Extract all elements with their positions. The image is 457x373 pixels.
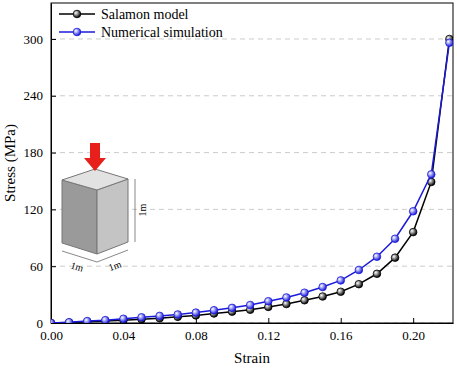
legend: Salamon model Numerical simulation bbox=[59, 7, 223, 40]
marker bbox=[319, 293, 327, 301]
marker bbox=[409, 207, 417, 215]
marker bbox=[138, 314, 146, 322]
marker bbox=[228, 304, 236, 312]
marker bbox=[283, 294, 291, 302]
tick-label: 0.20 bbox=[402, 328, 425, 343]
tick: 0.00 bbox=[40, 318, 63, 343]
tick-label: 0.16 bbox=[330, 328, 353, 343]
marker bbox=[446, 39, 453, 47]
grid-line bbox=[51, 95, 453, 96]
series bbox=[51, 39, 453, 323]
load-arrow bbox=[84, 143, 106, 171]
marker bbox=[391, 235, 399, 243]
marker bbox=[373, 253, 381, 261]
marker bbox=[174, 311, 182, 319]
marker bbox=[83, 318, 91, 323]
dimension-line bbox=[135, 179, 136, 242]
legend-item: Numerical simulation bbox=[59, 25, 223, 40]
tick-label: 0 bbox=[37, 316, 44, 331]
annotation: 1m bbox=[107, 258, 123, 273]
tick: 60 bbox=[30, 259, 56, 274]
marker bbox=[65, 319, 73, 323]
marker bbox=[264, 297, 272, 305]
marker bbox=[51, 319, 55, 323]
tick-mark bbox=[51, 266, 56, 267]
legend-marker bbox=[73, 10, 81, 18]
tick-mark bbox=[51, 209, 56, 210]
chart: 0.00 0.04 0.08 0.12 0.16 0.20 0 60 120 180 240 300 S… bbox=[0, 0, 457, 373]
marker bbox=[210, 306, 218, 314]
inset-cube: 1m 1m 1m bbox=[62, 143, 148, 274]
tick-label: 0.04 bbox=[113, 328, 136, 343]
tick-label: 60 bbox=[30, 259, 43, 274]
tick: 0.20 bbox=[402, 318, 425, 343]
marker bbox=[337, 288, 345, 296]
marker bbox=[337, 277, 345, 285]
annotation: 1m bbox=[69, 260, 85, 274]
legend-item: Salamon model bbox=[59, 7, 189, 22]
tick-label: 0.00 bbox=[40, 328, 63, 343]
marker bbox=[427, 171, 435, 179]
tick-label: 180 bbox=[24, 145, 44, 160]
marker bbox=[246, 301, 254, 309]
tick-mark bbox=[51, 96, 56, 97]
legend-label: Salamon model bbox=[101, 7, 189, 22]
plot-area bbox=[51, 35, 453, 323]
legend-label: Numerical simulation bbox=[101, 25, 223, 40]
tick-label: 300 bbox=[24, 32, 44, 47]
tick: 0.08 bbox=[185, 318, 208, 343]
marker bbox=[409, 228, 417, 236]
tick-mark bbox=[51, 39, 56, 40]
plot-frame bbox=[51, 3, 453, 323]
y-axis-title: Stress (MPa) bbox=[2, 124, 19, 202]
cube-face bbox=[62, 180, 97, 254]
line bbox=[51, 39, 449, 323]
annotation: 1m bbox=[137, 203, 148, 216]
grid-line bbox=[51, 152, 453, 153]
grid bbox=[51, 39, 453, 323]
marker bbox=[83, 317, 91, 323]
legend-marker bbox=[73, 28, 81, 36]
marker bbox=[355, 266, 363, 274]
tick-label: 0.12 bbox=[257, 328, 280, 343]
marker bbox=[391, 254, 399, 262]
marker bbox=[301, 296, 309, 304]
tick-mark bbox=[268, 318, 269, 323]
tick: 0.12 bbox=[257, 318, 280, 343]
cube-face bbox=[62, 169, 128, 190]
line bbox=[51, 43, 449, 323]
marker bbox=[102, 316, 110, 323]
tick: 0.16 bbox=[330, 318, 353, 343]
marker bbox=[65, 318, 73, 323]
marker bbox=[355, 280, 363, 288]
tick-mark bbox=[51, 153, 56, 154]
marker bbox=[373, 270, 381, 278]
tick-mark bbox=[341, 318, 342, 323]
x-axis-title: Strain bbox=[234, 350, 270, 366]
dimension-line bbox=[62, 251, 97, 262]
marker bbox=[301, 289, 309, 297]
tick-label: 120 bbox=[24, 202, 44, 217]
tick-label: 0.08 bbox=[185, 328, 208, 343]
cube-face bbox=[97, 179, 128, 254]
marker bbox=[102, 317, 110, 323]
tick-label: 240 bbox=[24, 88, 44, 103]
marker bbox=[192, 309, 200, 317]
marker bbox=[120, 315, 128, 323]
series bbox=[51, 35, 453, 323]
tick-mark bbox=[413, 318, 414, 323]
marker bbox=[51, 319, 55, 323]
marker bbox=[319, 283, 327, 291]
marker bbox=[156, 312, 164, 320]
